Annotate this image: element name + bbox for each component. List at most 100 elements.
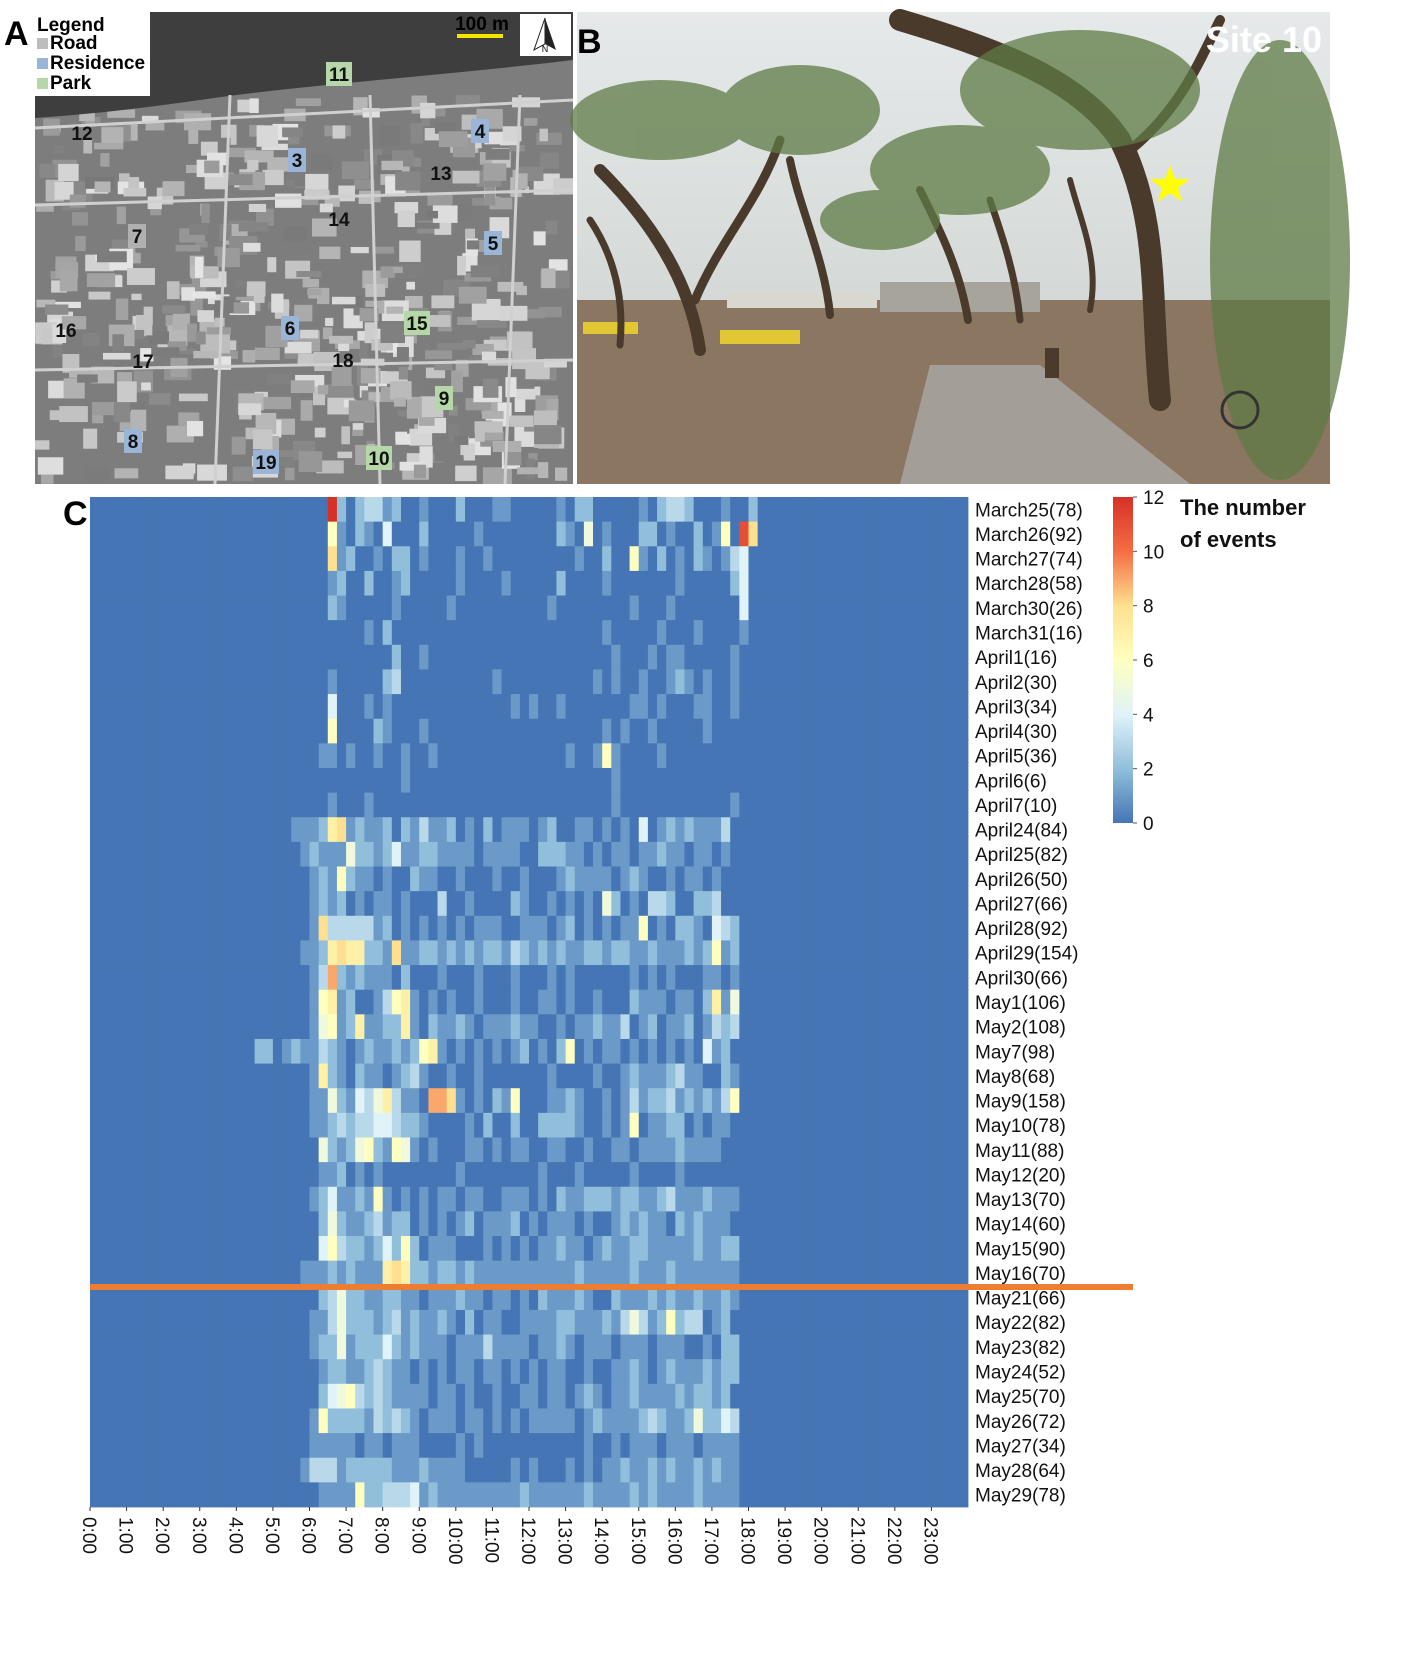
heat-cell xyxy=(794,1285,804,1311)
heat-cell xyxy=(272,1038,283,1064)
heat-cell xyxy=(538,1186,548,1212)
heat-cell xyxy=(775,915,786,941)
heat-cell xyxy=(501,891,512,917)
heat-cell xyxy=(913,718,923,744)
heat-cell xyxy=(684,1408,695,1434)
heat-cell xyxy=(666,866,676,892)
heat-cell xyxy=(218,1038,228,1064)
map-block xyxy=(63,378,85,399)
heat-cell xyxy=(446,866,457,892)
heat-cell xyxy=(849,1309,859,1335)
heat-cell xyxy=(245,644,256,670)
heat-cell xyxy=(291,570,301,596)
heat-cell xyxy=(327,792,338,818)
heat-cell xyxy=(446,1063,457,1089)
heat-cell xyxy=(190,989,201,1015)
heat-cell xyxy=(446,767,457,794)
heat-cell xyxy=(163,1408,173,1434)
map-block xyxy=(167,341,187,351)
heat-cell xyxy=(90,497,100,523)
heat-cell xyxy=(400,1088,411,1114)
heat-cell xyxy=(309,1088,320,1114)
heat-cell xyxy=(794,570,804,596)
heat-cell xyxy=(812,940,823,966)
heat-cell xyxy=(318,1408,329,1434)
heat-cell xyxy=(593,866,603,892)
map-block xyxy=(207,294,230,305)
heat-cell xyxy=(949,891,960,917)
heat-cell xyxy=(903,620,914,646)
heat-cell xyxy=(538,866,548,892)
heat-cell xyxy=(291,965,301,991)
heat-cell xyxy=(775,841,786,867)
heat-cell xyxy=(190,767,201,794)
heat-cell xyxy=(446,1014,457,1040)
heat-cell xyxy=(602,644,612,670)
heat-cell xyxy=(913,1186,923,1212)
heat-cell xyxy=(666,1211,676,1237)
heat-cell xyxy=(647,1137,658,1163)
heat-cell xyxy=(611,915,621,941)
heat-cell xyxy=(373,1457,384,1483)
heat-cell xyxy=(355,915,365,941)
colorbar-tick-label: 2 xyxy=(1143,760,1154,781)
heat-cell xyxy=(949,669,960,695)
heat-cell xyxy=(922,718,932,744)
heat-cell xyxy=(400,1236,411,1262)
heat-cell xyxy=(913,1014,923,1040)
heat-cell xyxy=(675,1359,685,1385)
heat-cell xyxy=(446,1334,457,1360)
heat-cell xyxy=(830,1088,841,1114)
heat-cell xyxy=(876,1285,887,1311)
heat-cell xyxy=(519,792,530,818)
map-block xyxy=(523,117,538,126)
heat-cell xyxy=(794,1260,804,1286)
heat-cell xyxy=(227,1063,237,1089)
map-block xyxy=(86,273,116,287)
heat-cell xyxy=(913,1359,923,1385)
heat-cell xyxy=(309,546,320,572)
heat-cell xyxy=(583,1211,594,1237)
heat-cell xyxy=(474,965,484,991)
heat-cell xyxy=(885,940,896,966)
map-block xyxy=(553,178,573,195)
heat-cell xyxy=(309,1186,320,1212)
heat-cell xyxy=(428,644,438,670)
heat-cell xyxy=(684,1359,695,1385)
heat-cell xyxy=(849,940,859,966)
heat-cell xyxy=(126,718,137,744)
heat-cell xyxy=(455,1457,466,1483)
heat-cell xyxy=(574,866,585,892)
heat-cell xyxy=(565,694,576,720)
heat-cell xyxy=(400,989,411,1015)
heat-cell xyxy=(730,1383,740,1409)
heat-cell xyxy=(647,546,658,572)
heat-cell xyxy=(830,1063,841,1089)
heat-cell xyxy=(574,965,585,991)
heat-cell xyxy=(282,743,292,769)
heat-cell xyxy=(382,1408,393,1434)
heat-cell xyxy=(775,965,786,991)
heat-cell xyxy=(464,743,475,769)
heat-cell xyxy=(364,989,374,1015)
heat-cell xyxy=(117,891,127,917)
heat-cell xyxy=(263,1112,274,1138)
heat-cell xyxy=(300,1038,310,1064)
heat-cell xyxy=(638,694,649,720)
heat-cell xyxy=(785,1433,795,1459)
heat-cell xyxy=(227,497,237,523)
heat-cell xyxy=(931,940,941,966)
map-block xyxy=(509,415,534,427)
heat-cell xyxy=(574,743,585,769)
heat-cell xyxy=(721,1285,731,1311)
heat-cell xyxy=(446,521,457,547)
heat-cell xyxy=(931,792,941,818)
heat-cell xyxy=(373,1383,384,1409)
heat-cell xyxy=(309,1211,320,1237)
heat-cell xyxy=(730,1063,740,1089)
heat-cell xyxy=(547,1457,557,1483)
heat-cell xyxy=(282,644,292,670)
heat-cell xyxy=(675,1383,685,1409)
heat-cell xyxy=(739,767,749,794)
heat-cell xyxy=(163,1285,173,1311)
